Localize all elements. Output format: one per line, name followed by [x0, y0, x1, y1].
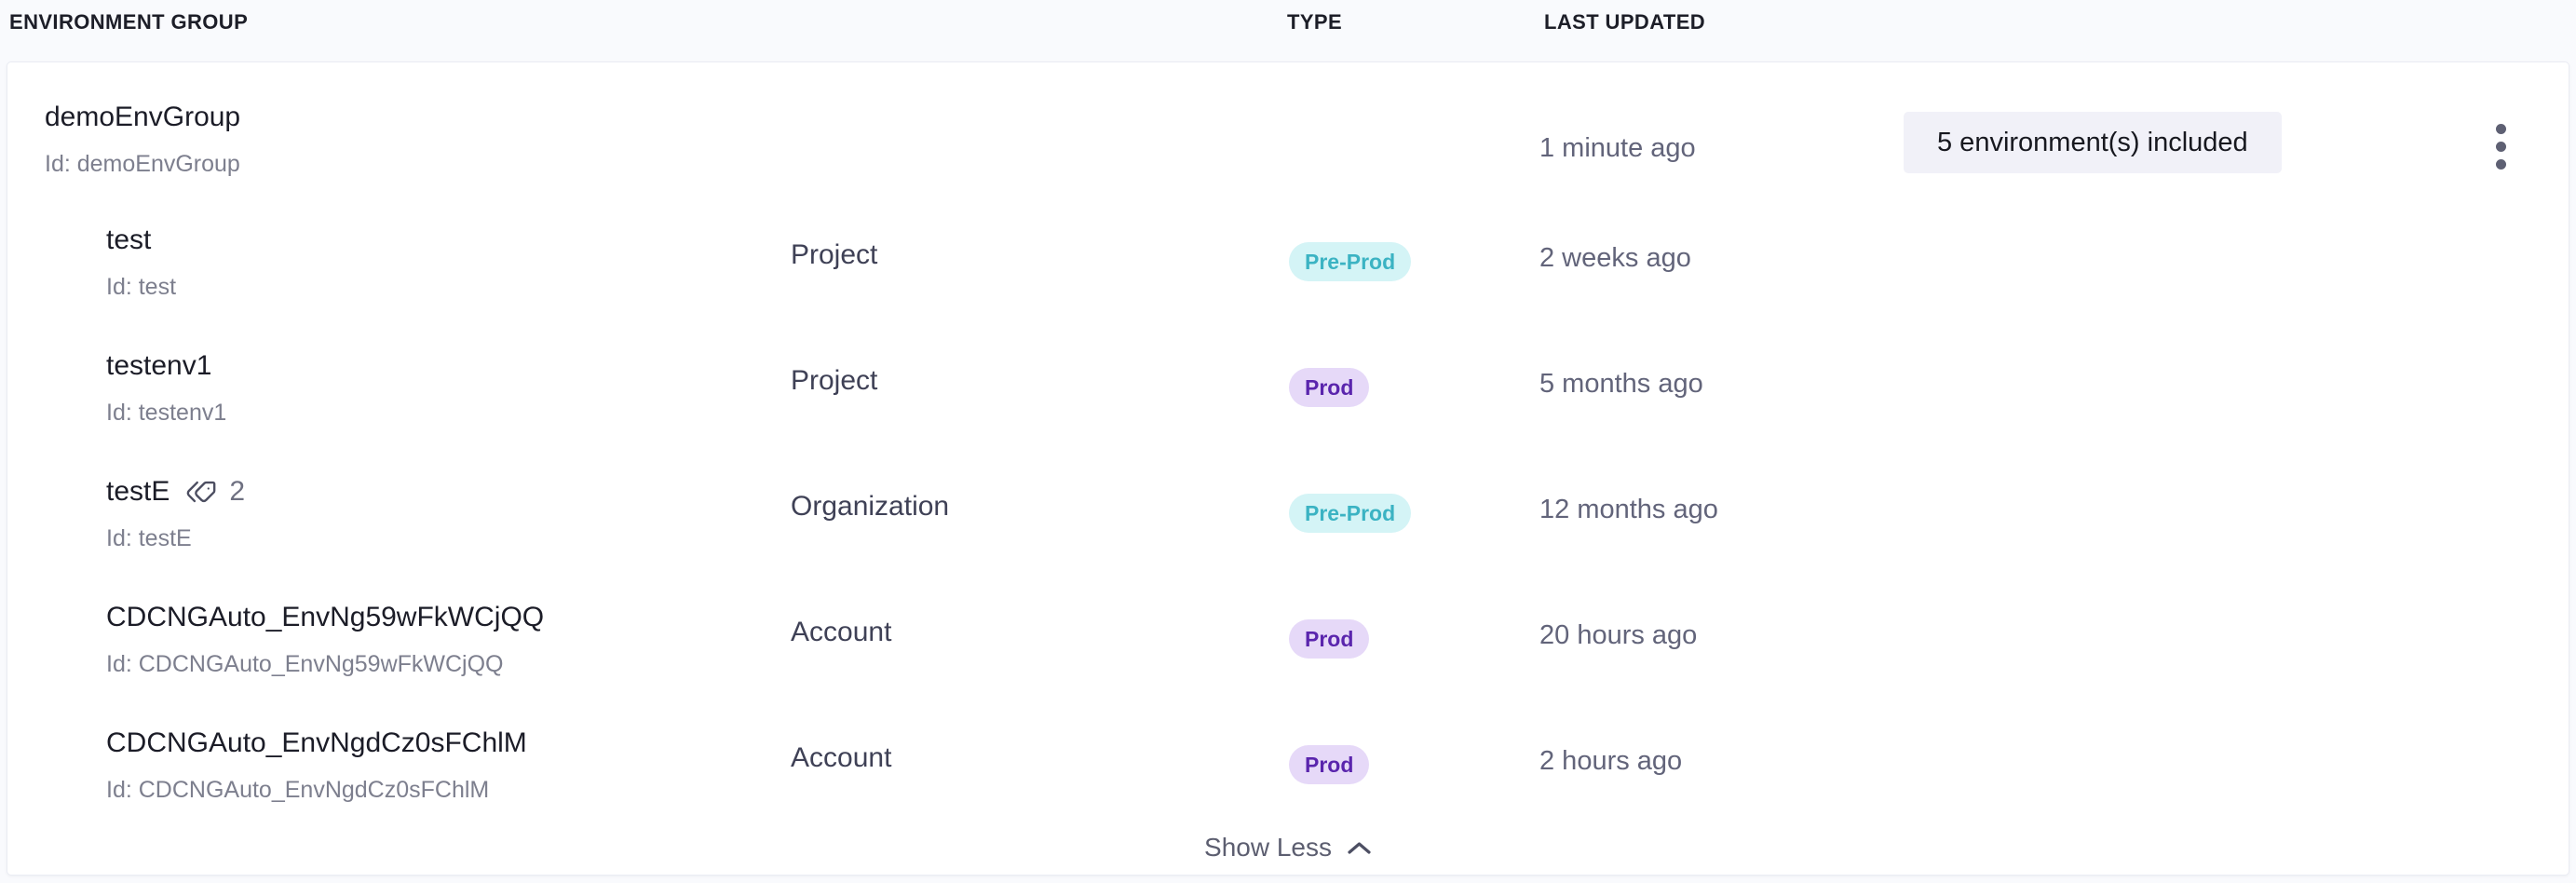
environment-last-updated: 20 hours ago [1539, 620, 1698, 650]
kebab-menu-icon[interactable] [2476, 118, 2525, 174]
show-less-label: Show Less [1204, 833, 1332, 862]
show-less-button[interactable]: Show Less [7, 832, 2569, 863]
environment-name: CDCNGAuto_EnvNgdCz0sFChlM [106, 727, 527, 758]
environment-row[interactable]: testenv1 Id: testenv1 Project Prod 5 mon… [7, 346, 2569, 472]
group-id: Id: demoEnvGroup [45, 151, 240, 177]
environment-group-row[interactable]: demoEnvGroup Id: demoEnvGroup 1 minute a… [7, 62, 2569, 211]
environment-type-badge: Pre-Prod [1289, 494, 1412, 533]
environment-name: CDCNGAuto_EnvNg59wFkWCjQQ [106, 602, 545, 632]
environment-scope-type: Account [791, 742, 892, 773]
environment-name: testE [106, 476, 170, 507]
environment-type-badge: Pre-Prod [1289, 242, 1412, 281]
environment-type-badge: Prod [1289, 368, 1370, 407]
environment-name: test [106, 224, 152, 255]
environment-row[interactable]: testE 2 Id: testE Organization Pre-Prod … [7, 472, 2569, 598]
environment-scope-type: Organization [791, 491, 950, 522]
environment-id: Id: testE [106, 525, 192, 551]
environment-name: testenv1 [106, 350, 212, 381]
environment-type-badge: Prod [1289, 619, 1370, 659]
environment-id: Id: testenv1 [106, 400, 227, 426]
environment-row[interactable]: CDCNGAuto_EnvNg59wFkWCjQQ Id: CDCNGAuto_… [7, 598, 2569, 724]
group-name: demoEnvGroup [45, 102, 241, 132]
environment-scope-type: Account [791, 617, 892, 647]
environment-type-badge: Prod [1289, 745, 1370, 784]
environment-last-updated: 12 months ago [1539, 495, 1718, 524]
environments-included-button[interactable]: 5 environment(s) included [1904, 112, 2282, 173]
environment-last-updated: 2 hours ago [1539, 746, 1683, 776]
environment-id: Id: CDCNGAuto_EnvNg59wFkWCjQQ [106, 651, 504, 677]
environment-scope-type: Project [791, 365, 878, 396]
environment-row[interactable]: test Id: test Project Pre-Prod 2 weeks a… [7, 221, 2569, 346]
group-last-updated: 1 minute ago [1539, 133, 1696, 163]
chevron-up-icon [1347, 840, 1372, 856]
environment-last-updated: 5 months ago [1539, 369, 1703, 399]
environment-id: Id: test [106, 274, 177, 300]
environment-last-updated: 2 weeks ago [1539, 243, 1691, 273]
column-header-type: TYPE [1287, 10, 1343, 34]
tags-icon [185, 476, 217, 508]
environment-scope-type: Project [791, 239, 878, 270]
column-header-last-updated: LAST UPDATED [1544, 10, 1706, 34]
environment-row[interactable]: CDCNGAuto_EnvNgdCz0sFChlM Id: CDCNGAuto_… [7, 724, 2569, 849]
environment-id: Id: CDCNGAuto_EnvNgdCz0sFChlM [106, 777, 490, 803]
environment-group-card: demoEnvGroup Id: demoEnvGroup 1 minute a… [7, 61, 2569, 876]
column-header-environment-group: ENVIRONMENT GROUP [9, 10, 249, 34]
environment-tag-count: 2 [229, 476, 246, 507]
